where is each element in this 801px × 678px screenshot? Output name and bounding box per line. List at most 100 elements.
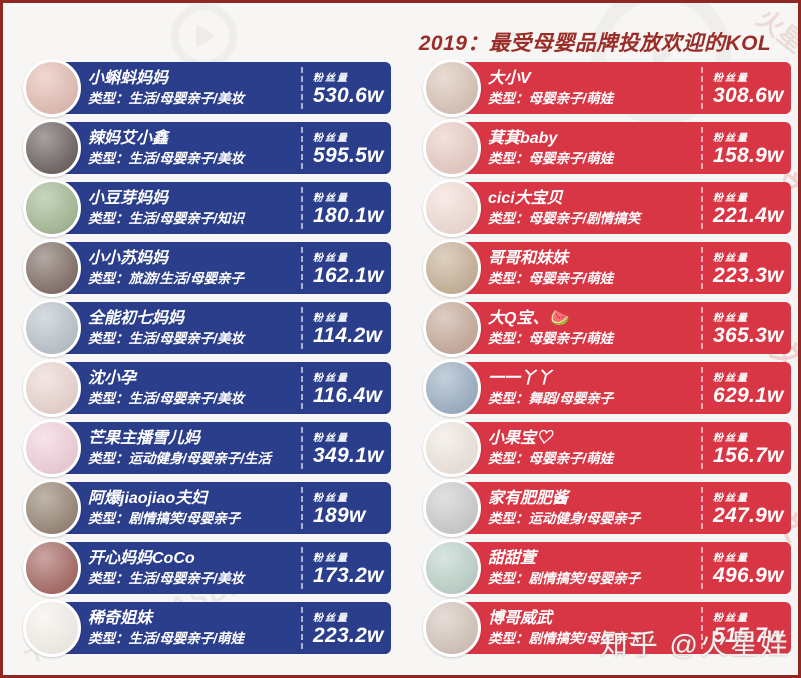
mars-logo-watermark-icon xyxy=(171,3,237,69)
kol-info: 一一丫丫 类型：舞蹈/母婴亲子 xyxy=(458,362,701,414)
kol-info: 小豆芽妈妈 类型：生活/母婴亲子/知识 xyxy=(58,182,301,234)
fans-count: 365.3w xyxy=(713,323,784,347)
fans-block: 粉丝量 223.2w xyxy=(301,607,391,649)
kol-type: 类型：母婴亲子/剧情搞笑 xyxy=(488,210,641,226)
avatar xyxy=(423,59,481,117)
fans-block: 粉丝量 180.1w xyxy=(301,187,391,229)
fans-label: 粉丝量 xyxy=(713,72,749,84)
avatar xyxy=(423,479,481,537)
fans-count: 180.1w xyxy=(313,203,384,227)
kol-type: 类型：生活/母婴亲子/美妆 xyxy=(88,390,245,406)
kol-card-body: 稀奇姐妹 类型：生活/母婴亲子/萌娃 粉丝量 223.2w xyxy=(58,602,391,654)
zhihu-watermark: 知乎 @火星娃 xyxy=(599,629,790,660)
fans-count: 162.1w xyxy=(313,263,384,287)
fans-block: 粉丝量 595.5w xyxy=(301,127,391,169)
fans-block: 粉丝量 365.3w xyxy=(701,307,791,349)
kol-type: 类型：旅游/生活/母婴亲子 xyxy=(88,270,245,286)
kol-card: 芒果主播雪儿妈 类型：运动健身/母婴亲子/生活 粉丝量 349.1w xyxy=(23,419,391,477)
fans-label: 粉丝量 xyxy=(713,372,749,384)
fans-count: 349.1w xyxy=(313,443,384,467)
kol-card-body: 一一丫丫 类型：舞蹈/母婴亲子 粉丝量 629.1w xyxy=(458,362,791,414)
fans-label: 粉丝量 xyxy=(313,612,349,624)
kol-name: 阿爆jiaojiao夫妇 xyxy=(88,489,208,507)
kol-info: 芒果主播雪儿妈 类型：运动健身/母婴亲子/生活 xyxy=(58,422,301,474)
kol-name: 开心妈妈CoCo xyxy=(88,549,195,567)
kol-type: 类型：生活/母婴亲子/美妆 xyxy=(88,570,245,586)
kol-card: 阿爆jiaojiao夫妇 类型：剧情搞笑/母婴亲子 粉丝量 189w xyxy=(23,479,391,537)
kol-name: cici大宝贝 xyxy=(488,189,563,207)
kol-card-body: 萁萁baby 类型：母婴亲子/萌娃 粉丝量 158.9w xyxy=(458,122,791,174)
kol-type: 类型：剧情搞笑/母婴亲子 xyxy=(88,510,241,526)
fans-block: 粉丝量 349.1w xyxy=(301,427,391,469)
fans-block: 粉丝量 189w xyxy=(301,487,391,529)
fans-label: 粉丝量 xyxy=(713,312,749,324)
kol-card-body: 大Q宝、🍉 类型：母婴亲子/萌娃 粉丝量 365.3w xyxy=(458,302,791,354)
fans-count: 189w xyxy=(313,503,366,527)
kol-info: 大Q宝、🍉 类型：母婴亲子/萌娃 xyxy=(458,302,701,354)
kol-name: 甜甜萱 xyxy=(488,549,537,567)
kol-card-body: 家有肥肥酱 类型：运动健身/母婴亲子 粉丝量 247.9w xyxy=(458,482,791,534)
fans-block: 粉丝量 221.4w xyxy=(701,187,791,229)
fans-label: 粉丝量 xyxy=(713,192,749,204)
avatar xyxy=(23,419,81,477)
fans-label: 粉丝量 xyxy=(313,372,349,384)
fans-count: 116.4w xyxy=(313,383,383,407)
fans-count: 530.6w xyxy=(313,83,384,107)
kol-type: 类型：生活/母婴亲子/美妆 xyxy=(88,150,245,166)
kol-name: 家有肥肥酱 xyxy=(488,489,569,507)
kol-type: 类型：母婴亲子/萌娃 xyxy=(488,270,614,286)
fans-block: 粉丝量 515.7w xyxy=(701,607,791,649)
kol-card-body: 哥哥和妹妹 类型：母婴亲子/萌娃 粉丝量 223.3w xyxy=(458,242,791,294)
avatar xyxy=(23,239,81,297)
kol-card: 辣妈艾小鑫 类型：生活/母婴亲子/美妆 粉丝量 595.5w xyxy=(23,119,391,177)
kol-card-body: cici大宝贝 类型：母婴亲子/剧情搞笑 粉丝量 221.4w xyxy=(458,182,791,234)
kol-card-body: 开心妈妈CoCo 类型：生活/母婴亲子/美妆 粉丝量 173.2w xyxy=(58,542,391,594)
fans-block: 粉丝量 247.9w xyxy=(701,487,791,529)
kol-info: 家有肥肥酱 类型：运动健身/母婴亲子 xyxy=(458,482,701,534)
fans-label: 粉丝量 xyxy=(313,132,349,144)
fans-block: 粉丝量 162.1w xyxy=(301,247,391,289)
fans-count: 223.3w xyxy=(713,263,784,287)
fans-label: 粉丝量 xyxy=(313,312,349,324)
kol-name: 博哥威武 xyxy=(488,609,553,627)
kol-type: 类型：母婴亲子/萌娃 xyxy=(488,450,614,466)
avatar xyxy=(423,539,481,597)
fans-block: 粉丝量 114.2w xyxy=(301,307,391,349)
avatar xyxy=(423,119,481,177)
kol-type: 类型：母婴亲子/萌娃 xyxy=(488,90,614,106)
fans-label: 粉丝量 xyxy=(313,552,349,564)
fans-block: 粉丝量 496.9w xyxy=(701,547,791,589)
kol-card-body: 芒果主播雪儿妈 类型：运动健身/母婴亲子/生活 粉丝量 349.1w xyxy=(58,422,391,474)
kol-card: 小豆芽妈妈 类型：生活/母婴亲子/知识 粉丝量 180.1w xyxy=(23,179,391,237)
kol-card: 稀奇姐妹 类型：生活/母婴亲子/萌娃 粉丝量 223.2w xyxy=(23,599,391,657)
kol-card-body: 小果宝♡ 类型：母婴亲子/萌娃 粉丝量 156.7w xyxy=(458,422,791,474)
kol-card: 全能初七妈妈 类型：生活/母婴亲子/美妆 粉丝量 114.2w xyxy=(23,299,391,357)
fans-label: 粉丝量 xyxy=(313,252,349,264)
kol-card: 开心妈妈CoCo 类型：生活/母婴亲子/美妆 粉丝量 173.2w xyxy=(23,539,391,597)
kol-name: 辣妈艾小鑫 xyxy=(88,129,169,147)
kol-card: 沈小孕 类型：生活/母婴亲子/美妆 粉丝量 116.4w xyxy=(23,359,391,417)
avatar xyxy=(23,599,81,657)
kol-info: 小小苏妈妈 类型：旅游/生活/母婴亲子 xyxy=(58,242,301,294)
kol-type: 类型：运动健身/母婴亲子 xyxy=(488,510,641,526)
kol-card: 小果宝♡ 类型：母婴亲子/萌娃 粉丝量 156.7w xyxy=(423,419,791,477)
avatar xyxy=(423,599,481,657)
fans-count: 223.2w xyxy=(313,623,384,647)
kol-card-body: 沈小孕 类型：生活/母婴亲子/美妆 粉丝量 116.4w xyxy=(58,362,391,414)
kol-card-body: 大小V 类型：母婴亲子/萌娃 粉丝量 308.6w xyxy=(458,62,791,114)
fans-label: 粉丝量 xyxy=(313,72,349,84)
avatar xyxy=(23,539,81,597)
play-icon xyxy=(196,24,216,48)
fans-count: 629.1w xyxy=(713,383,784,407)
avatar xyxy=(23,119,81,177)
kol-card-body: 小豆芽妈妈 类型：生活/母婴亲子/知识 粉丝量 180.1w xyxy=(58,182,391,234)
kol-type: 类型：生活/母婴亲子/美妆 xyxy=(88,330,245,346)
kol-column-right: 大小V 类型：母婴亲子/萌娃 粉丝量 308.6w 萁萁baby 类型：母婴亲子… xyxy=(423,59,791,662)
page-title: 2019：最受母婴品牌投放欢迎的KOL xyxy=(418,32,772,55)
fans-block: 粉丝量 530.6w xyxy=(301,67,391,109)
kol-column-left: 小蝌蚪妈妈 类型：生活/母婴亲子/美妆 粉丝量 530.6w 辣妈艾小鑫 类型：… xyxy=(23,59,391,662)
fans-count: 515.7w xyxy=(713,623,784,647)
kol-card-body: 甜甜萱 类型：剧情搞笑/母婴亲子 粉丝量 496.9w xyxy=(458,542,791,594)
kol-name: 萁萁baby xyxy=(488,129,558,147)
fans-label: 粉丝量 xyxy=(313,492,349,504)
